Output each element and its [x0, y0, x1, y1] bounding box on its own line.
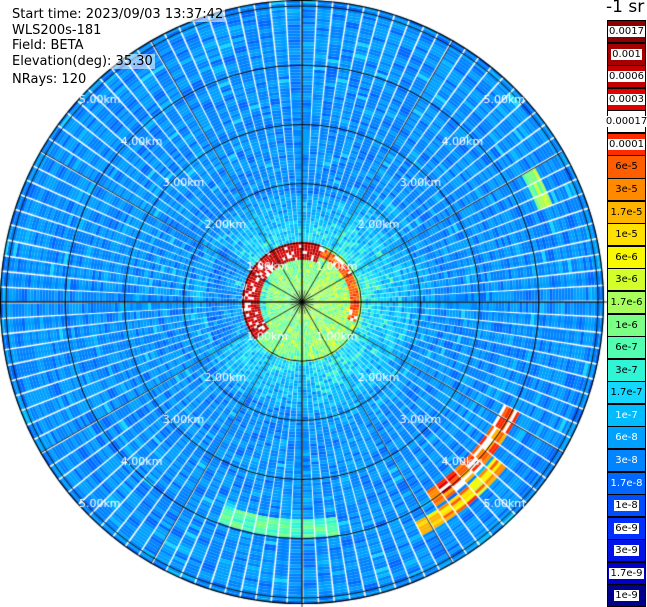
colorbar-level: 1e-7	[607, 403, 646, 427]
colorbar-level-label: 1.7e-7	[610, 387, 643, 399]
colorbar-level: 1.7e-8	[607, 471, 646, 495]
colorbar-level-label: 1e-6	[615, 319, 638, 331]
field-label: Field: BETA	[10, 38, 86, 53]
colorbar-level: 1e-9	[607, 584, 646, 607]
colorbar-level-label: 0.001	[611, 48, 642, 60]
colorbar-level: 1.7e-5	[607, 200, 646, 224]
colorbar-level-label: 3e-7	[615, 364, 638, 376]
colorbar-level: 1e-5	[607, 223, 646, 247]
colorbar-level: 0.0017	[607, 20, 646, 44]
colorbar-level: 3e-7	[607, 358, 646, 382]
colorbar-level: 1e-6	[607, 313, 646, 337]
colorbar-level-label: 6e-7	[615, 342, 638, 354]
colorbar-level-label: 1.7e-9	[609, 567, 644, 579]
colorbar-level: 0.001	[607, 42, 646, 66]
nrays-label: NRays: 120	[10, 72, 89, 87]
start-time-label: Start time: 2023/09/03 13:37:42	[10, 7, 226, 22]
colorbar-level: 3e-8	[607, 448, 646, 473]
colorbar-level: 6e-5	[607, 155, 646, 179]
colorbar-level-label: 6e-5	[615, 161, 638, 173]
colorbar-level-label: 1e-8	[614, 500, 639, 512]
colorbar-level-label: 3e-8	[615, 454, 638, 466]
colorbar-level: 1.7e-7	[607, 381, 646, 405]
colorbar-level: 0.0001	[607, 132, 646, 156]
colorbar-level: 6e-8	[607, 426, 646, 450]
colorbar-level-label: 0.00017	[604, 116, 647, 128]
colorbar-level-label: 6e-8	[615, 432, 638, 444]
colorbar-level: 3e-5	[607, 178, 646, 202]
colorbar-level: 0.00017	[604, 110, 647, 134]
colorbar-level-label: 0.0003	[608, 93, 645, 105]
colorbar-level-label: 1e-9	[614, 590, 639, 602]
instrument-label: WLS200s-181	[10, 23, 104, 38]
colorbar-level-label: 1.7e-5	[610, 206, 643, 218]
colorbar-level: 0.0003	[607, 87, 646, 111]
colorbar-unit-title: -1 sr	[606, 0, 645, 17]
colorbar-level: 1e-8	[607, 494, 646, 518]
colorbar-level: 1.7e-6	[607, 290, 646, 314]
colorbar-level-label: 6e-6	[615, 251, 638, 263]
colorbar-level-label: 0.0001	[608, 138, 645, 150]
colorbar-level-label: 6e-9	[614, 522, 639, 534]
colorbar-level: 0.0006	[607, 65, 646, 89]
colorbar-level-label: 1.7e-8	[610, 477, 643, 489]
ppi-scan-map	[0, 0, 607, 607]
colorbar-level: 6e-9	[607, 516, 646, 540]
colorbar-level-label: 0.0006	[608, 71, 645, 83]
colorbar-level: 1.7e-9	[607, 561, 646, 585]
colorbar-level-label: 1e-7	[615, 409, 638, 421]
elevation-label: Elevation(deg): 35.30	[10, 54, 155, 69]
colorbar-level-label: 3e-6	[615, 274, 638, 286]
colorbar-level-label: 3e-5	[615, 184, 638, 196]
colorbar-level: 3e-6	[607, 268, 646, 292]
colorbar-level: 3e-9	[607, 539, 646, 563]
colorbar-level-label: 1.7e-6	[610, 296, 643, 308]
colorbar-level-label: 1e-5	[615, 229, 638, 241]
colorbar-level-label: 0.0017	[608, 26, 645, 38]
colorbar-legend: 0.0017 0.001 0.0006 0.0003 0.00017 0.0001 6e-5…	[604, 20, 647, 607]
colorbar-level-label: 3e-9	[614, 545, 639, 557]
colorbar-level: 6e-6	[607, 245, 646, 269]
colorbar-level: 6e-7	[607, 336, 646, 360]
